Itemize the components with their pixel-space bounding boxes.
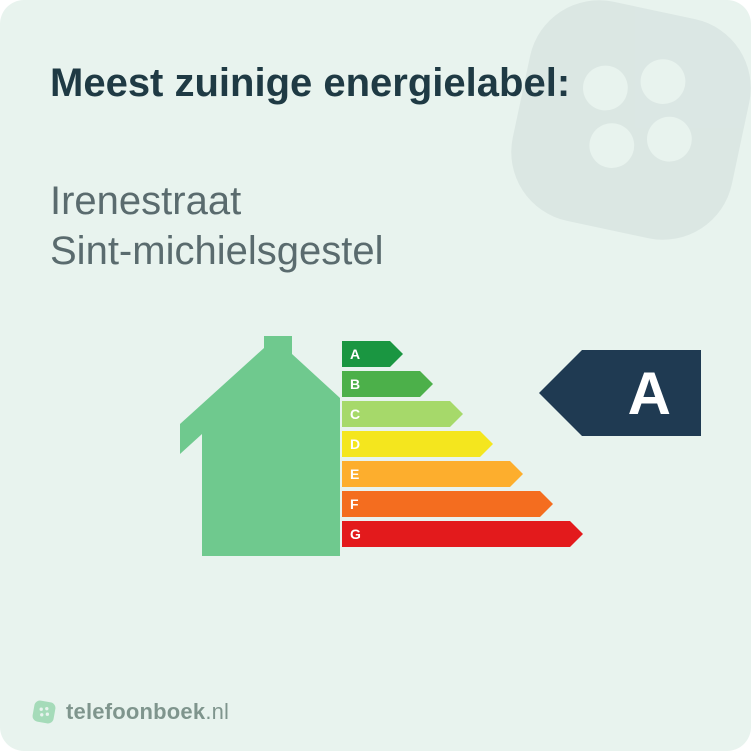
energy-bar-e: E <box>342 461 510 487</box>
energy-bar-row: C <box>342 401 570 427</box>
energy-label-area: ABCDEFG A <box>50 336 701 596</box>
energy-label-card: Meest zuinige energielabel: Irenestraat … <box>0 0 751 751</box>
energy-bar-letter: E <box>350 466 359 482</box>
energy-bar-c: C <box>342 401 450 427</box>
energy-bar-b: B <box>342 371 420 397</box>
address-block: Irenestraat Sint-michielsgestel <box>50 176 701 276</box>
card-title: Meest zuinige energielabel: <box>50 60 701 106</box>
energy-bar-d: D <box>342 431 480 457</box>
rating-badge: A <box>582 350 701 436</box>
energy-bar-row: A <box>342 341 570 367</box>
energy-bar-row: B <box>342 371 570 397</box>
address-line-1: Irenestraat <box>50 176 701 226</box>
energy-bar-letter: G <box>350 526 361 542</box>
energy-bar-letter: A <box>350 346 360 362</box>
energy-bar-g: G <box>342 521 570 547</box>
energy-bar-f: F <box>342 491 540 517</box>
energy-bar-row: D <box>342 431 570 457</box>
rating-letter: A <box>628 359 671 428</box>
energy-bar-row: E <box>342 461 570 487</box>
energy-bar-letter: B <box>350 376 360 392</box>
house-icon <box>180 336 340 556</box>
brand-watermark: telefoonboek.nl <box>30 698 229 726</box>
energy-label-chart: ABCDEFG <box>180 336 570 556</box>
energy-bar-letter: D <box>350 436 360 452</box>
brand-name-text: telefoonboek <box>66 699 205 724</box>
brand-logo-icon <box>30 698 58 726</box>
address-line-2: Sint-michielsgestel <box>50 226 701 276</box>
energy-bar-a: A <box>342 341 390 367</box>
energy-bar-letter: F <box>350 496 359 512</box>
energy-bar-row: F <box>342 491 570 517</box>
brand-tld: .nl <box>205 699 229 724</box>
energy-bars-container: ABCDEFG <box>342 341 570 551</box>
brand-name: telefoonboek.nl <box>66 699 229 725</box>
energy-bar-row: G <box>342 521 570 547</box>
energy-bar-letter: C <box>350 406 360 422</box>
